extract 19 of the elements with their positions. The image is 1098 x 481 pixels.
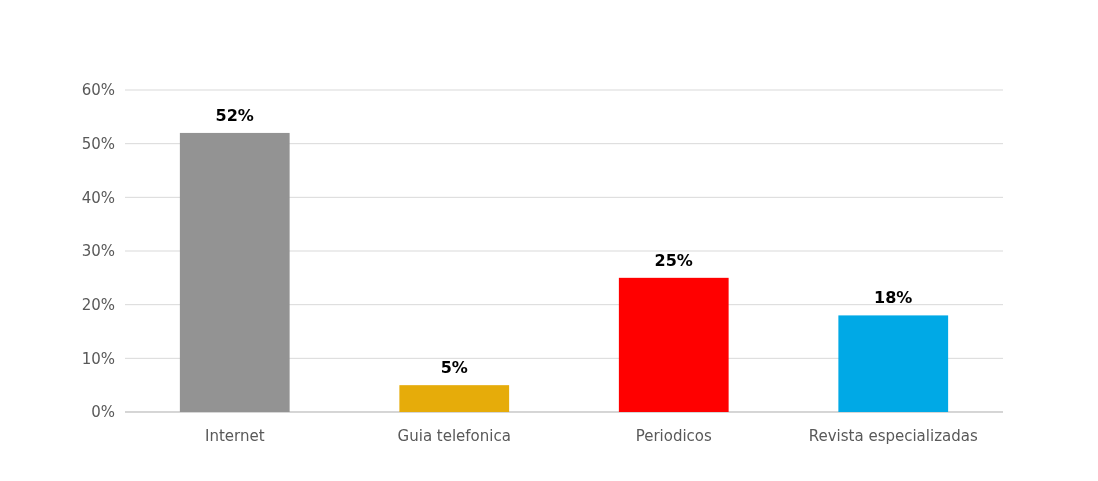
y-tick-label: 60% [81, 81, 115, 100]
y-tick-label: 40% [81, 188, 115, 207]
data-label: 5% [440, 358, 468, 378]
data-label: 18% [874, 288, 913, 308]
x-tick-label: Internet [204, 427, 265, 445]
data-label: 25% [654, 250, 693, 270]
bar [399, 385, 510, 412]
y-tick-label: 50% [81, 134, 115, 153]
x-tick-label: Revista especializadas [808, 427, 978, 445]
bar [179, 132, 290, 412]
y-tick-label: 20% [81, 295, 115, 314]
bar [618, 277, 729, 412]
data-label: 52% [215, 105, 254, 125]
x-tick-label: Periodicos [635, 427, 713, 445]
bar [838, 315, 949, 412]
y-tick-label: 0% [91, 403, 115, 422]
y-tick-label: 10% [81, 349, 115, 368]
x-tick-label: Guia telefonica [397, 427, 511, 445]
y-tick-label: 30% [81, 242, 115, 261]
